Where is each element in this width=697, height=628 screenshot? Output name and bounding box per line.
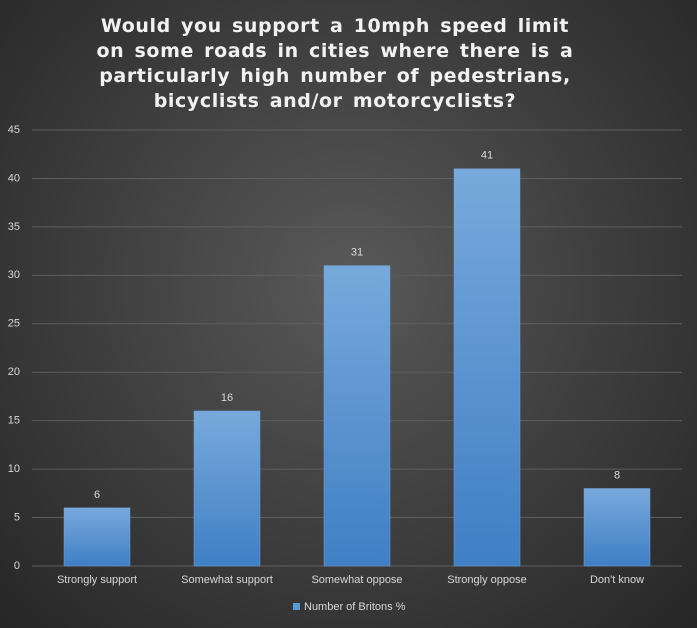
y-tick-label: 45	[8, 124, 20, 136]
x-tick-label: Strongly support	[57, 574, 137, 586]
y-tick-label: 40	[8, 172, 20, 184]
bar	[453, 168, 521, 567]
y-tick-label: 30	[8, 269, 20, 281]
x-tick-label: Strongly oppose	[447, 574, 527, 586]
legend-label: Number of Britons %	[304, 601, 406, 613]
bar	[63, 507, 131, 567]
y-tick-label: 10	[8, 463, 20, 475]
data-label: 8	[614, 469, 620, 481]
legend-swatch	[293, 603, 300, 610]
x-tick-label: Somewhat oppose	[311, 574, 402, 586]
chart-title: Would you support a 10mph speed limit on…	[96, 15, 574, 112]
bar	[323, 265, 391, 567]
data-label: 16	[221, 392, 233, 404]
y-tick-label: 25	[8, 318, 20, 330]
bar	[583, 488, 651, 567]
y-tick-label: 35	[8, 221, 20, 233]
data-label: 6	[94, 489, 100, 501]
x-tick-label: Don't know	[590, 574, 644, 586]
y-tick-label: 20	[8, 366, 20, 378]
bar	[193, 410, 261, 567]
x-tick-label: Somewhat support	[181, 574, 273, 586]
y-tick-label: 5	[14, 511, 20, 523]
data-label: 31	[351, 247, 363, 259]
y-tick-label: 15	[8, 415, 20, 427]
data-label: 41	[481, 150, 493, 162]
y-tick-label: 0	[14, 560, 20, 572]
